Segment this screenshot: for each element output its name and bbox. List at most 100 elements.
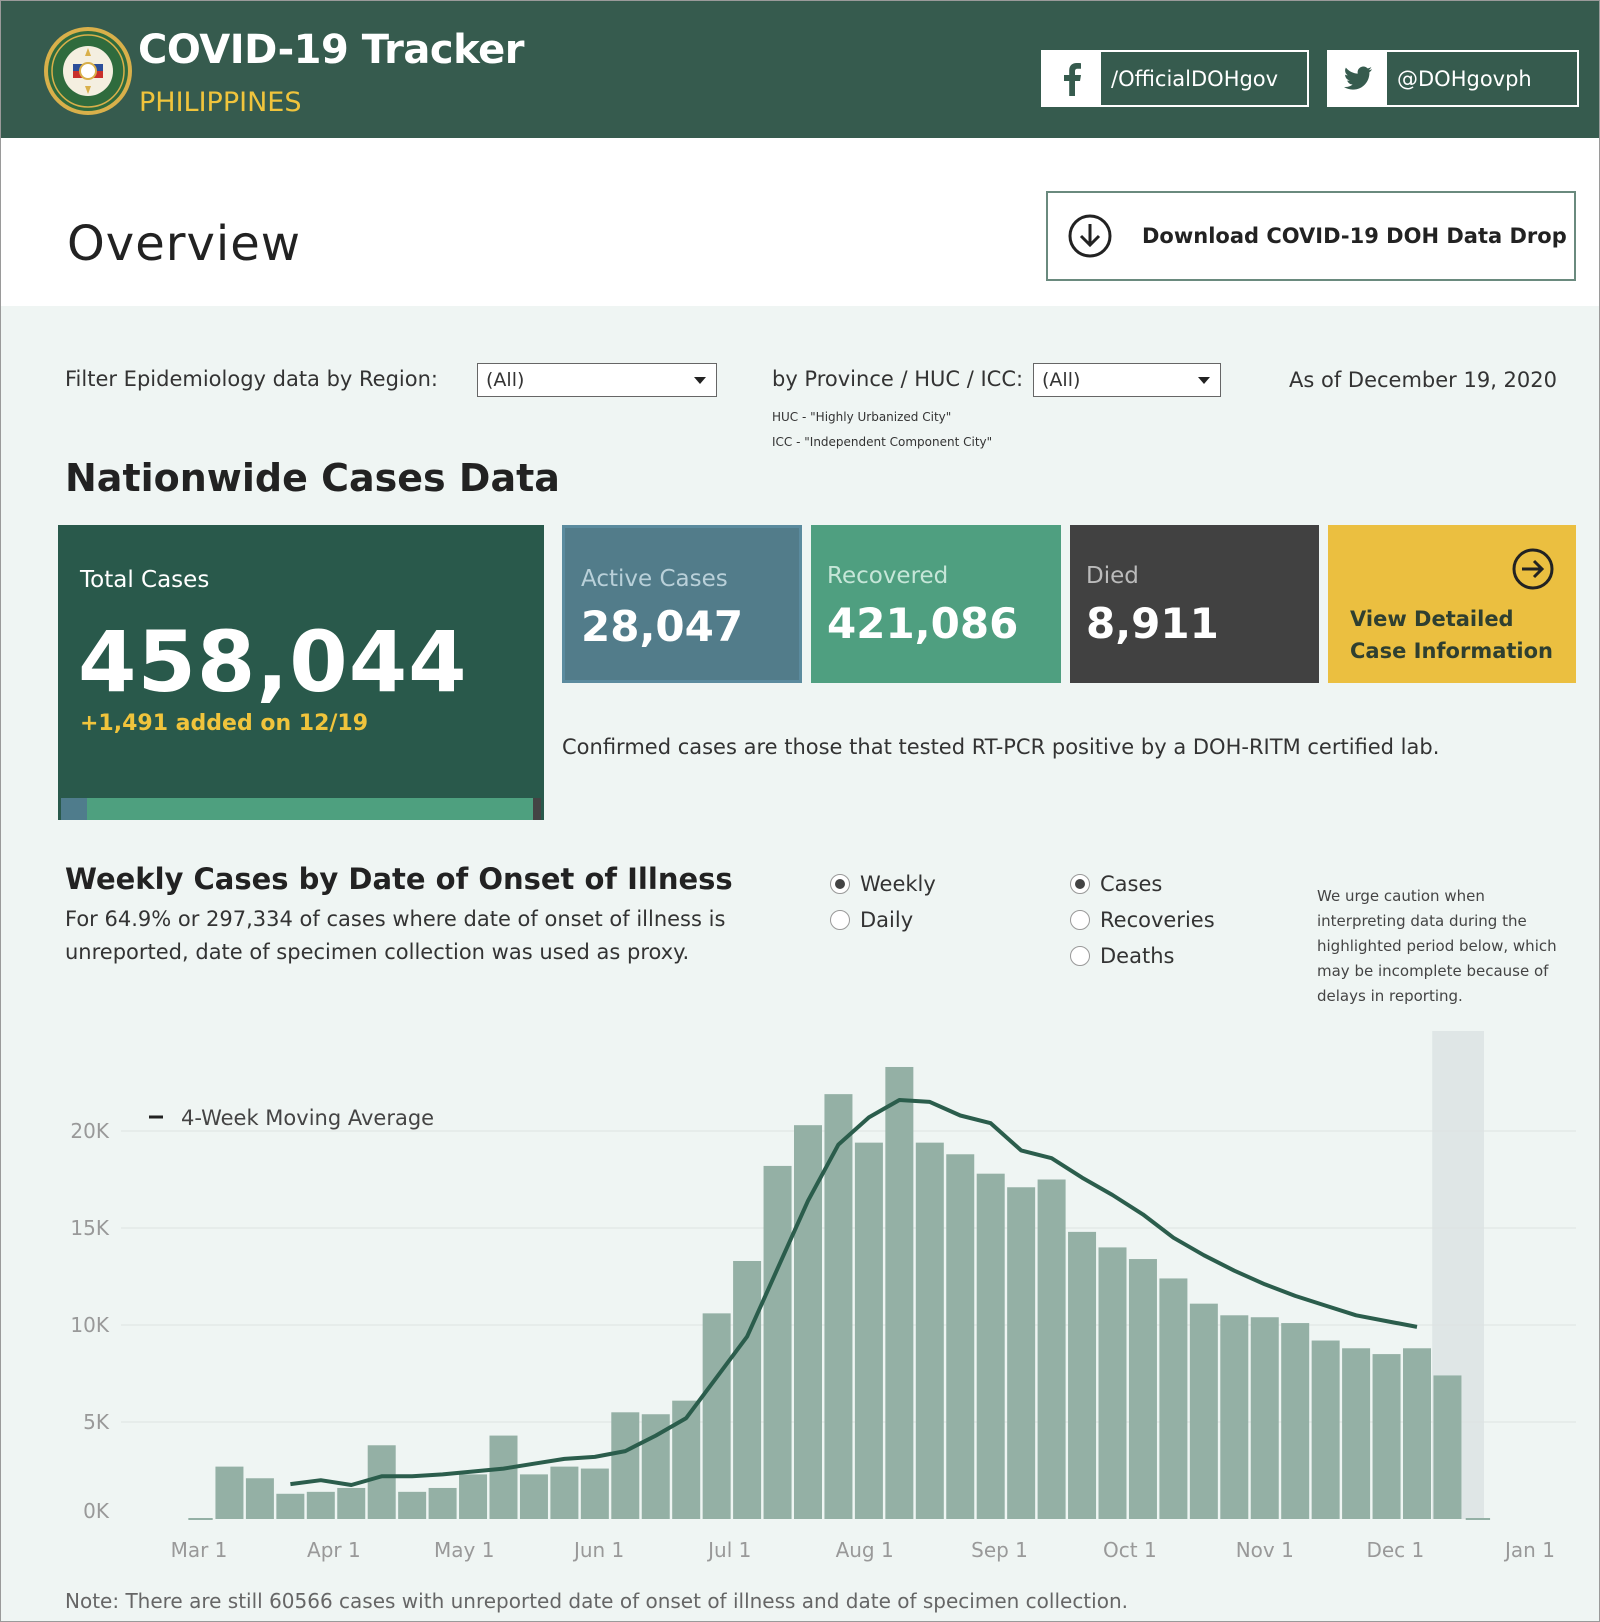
weekly-cases-bar [580,1468,609,1519]
weekly-cases-bar [337,1487,366,1519]
weekly-cases-bar [885,1066,914,1519]
active-share-bar [61,798,87,820]
weekly-cases-bar [915,1142,944,1519]
weekly-cases-bar [976,1173,1005,1519]
active-cases-label: Active Cases [581,566,728,592]
y-tick-label: 10K [70,1313,109,1337]
view-detailed-case-info-button[interactable]: View Detailed Case Information [1328,525,1576,683]
weekly-chart-title: Weekly Cases by Date of Onset of Illness [65,862,733,896]
twitter-link[interactable]: @DOHgovph [1327,50,1579,107]
radio-daily[interactable]: Daily [830,908,913,932]
recovered-share-bar [87,798,533,820]
legend-label: 4-Week Moving Average [181,1106,434,1130]
x-tick-label: May 1 [434,1538,494,1562]
main-content: Filter Epidemiology data by Region: (All… [1,306,1599,1621]
view-detailed-line2: Case Information [1350,639,1553,663]
confirmed-cases-note: Confirmed cases are those that tested RT… [562,735,1440,759]
weekly-cases-bar [1189,1303,1218,1519]
app-header: COVID-19 Tracker PHILIPPINES /OfficialDO… [1,1,1599,138]
y-tick-label: 5K [83,1410,110,1434]
radio-deaths-indicator [1070,946,1090,966]
x-tick-label: Aug 1 [836,1538,894,1562]
radio-recoveries-label: Recoveries [1100,908,1215,932]
radio-recoveries[interactable]: Recoveries [1070,908,1215,932]
facebook-link[interactable]: /OfficialDOHgov [1041,50,1309,107]
app-title: COVID-19 Tracker [138,27,524,73]
weekly-cases-bar [1068,1231,1097,1519]
region-filter-value: (All) [486,369,525,391]
weekly-cases-bar [489,1435,518,1519]
weekly-cases-bar [1098,1247,1127,1519]
chevron-down-icon [1198,377,1210,384]
weekly-cases-bar [1342,1348,1371,1519]
weekly-cases-bar [611,1412,640,1519]
added-cases-note: +1,491 added on 12/19 [80,711,369,736]
weekly-cases-bar [276,1493,305,1519]
twitter-handle: @DOHgovph [1397,66,1532,91]
doh-seal-logo [44,27,132,115]
weekly-cases-bar [1311,1340,1340,1519]
weekly-cases-bar [1220,1315,1249,1519]
radio-weekly[interactable]: Weekly [830,872,936,896]
province-filter-select[interactable]: (All) [1033,363,1221,397]
weekly-cases-bar [367,1445,396,1519]
page-title: Overview [67,216,301,272]
weekly-cases-bar [1403,1348,1431,1519]
weekly-cases-bar [1250,1317,1279,1519]
view-detailed-line1: View Detailed [1350,607,1514,631]
radio-cases[interactable]: Cases [1070,872,1162,896]
weekly-cases-bar [702,1313,731,1519]
moving-average-line [290,1098,1418,1487]
arrow-right-circle-icon [1512,548,1554,590]
weekly-cases-bar [1159,1278,1188,1519]
weekly-cases-bar [824,1094,853,1519]
weekly-cases-bar [398,1491,427,1519]
radio-daily-label: Daily [860,908,914,932]
facebook-icon [1043,52,1101,105]
weekly-cases-bar [763,1165,792,1519]
caution-line: highlighted period below, which [1317,937,1557,955]
icc-note: ICC - "Independent Component City" [772,435,993,449]
weekly-cases-bar [215,1466,244,1519]
app-subtitle: PHILIPPINES [139,87,302,118]
facebook-handle: /OfficialDOHgov [1111,66,1279,91]
radio-cases-label: Cases [1100,872,1163,896]
y-tick-label: 0K [83,1499,110,1523]
weekly-cases-bar [428,1487,457,1519]
weekly-cases-bar [733,1260,762,1519]
region-filter-label: Filter Epidemiology data by Region: [65,367,438,391]
chart-footnote: Note: There are still 60566 cases with u… [65,1589,1128,1613]
weekly-cases-bar [1433,1375,1462,1519]
x-tick-label: Apr 1 [307,1538,361,1562]
total-cases-card: Total Cases 458,044 +1,491 added on 12/1… [58,525,544,820]
weekly-cases-bar [1007,1187,1036,1519]
caution-line: interpreting data during the [1317,912,1527,930]
radio-weekly-indicator [830,874,850,894]
x-tick-label: Sep 1 [971,1538,1028,1562]
nationwide-title: Nationwide Cases Data [65,456,560,500]
weekly-cases-bar [946,1154,975,1519]
x-tick-label: Oct 1 [1103,1538,1157,1562]
radio-recoveries-indicator [1070,910,1090,930]
weekly-cases-bar [1128,1259,1157,1519]
province-filter-label: by Province / HUC / ICC: [772,367,1024,391]
weekly-cases-bar [1281,1323,1310,1519]
region-filter-select[interactable]: (All) [477,363,717,397]
caution-line: may be incomplete because of [1317,962,1549,980]
weekly-desc-line2: unreported, date of specimen collection … [65,940,690,964]
x-tick-label: Nov 1 [1236,1538,1294,1562]
weekly-cases-bar [550,1466,579,1519]
recovered-card: Recovered 421,086 [811,525,1061,683]
download-data-drop-button[interactable]: Download COVID-19 DOH Data Drop [1046,191,1576,281]
download-label: Download COVID-19 DOH Data Drop [1142,224,1567,248]
died-share-bar [533,798,541,820]
died-value: 8,911 [1086,599,1219,648]
radio-daily-indicator [830,910,850,930]
twitter-icon [1329,52,1387,105]
view-detailed-label: View Detailed Case Information [1350,603,1553,667]
x-tick-label: Mar 1 [171,1538,228,1562]
radio-deaths[interactable]: Deaths [1070,944,1174,968]
x-tick-label: Dec 1 [1366,1538,1424,1562]
y-tick-label: 20K [70,1119,109,1143]
